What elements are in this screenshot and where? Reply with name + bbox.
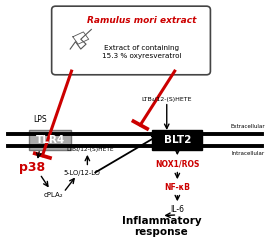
Text: BLT2: BLT2 [164, 135, 191, 145]
Text: cPLA₂: cPLA₂ [43, 192, 63, 198]
FancyBboxPatch shape [152, 130, 202, 150]
Text: NF-κB: NF-κB [164, 183, 190, 192]
Text: IL-6: IL-6 [170, 205, 184, 214]
Text: LPS: LPS [33, 115, 46, 124]
FancyBboxPatch shape [52, 6, 210, 75]
Text: LTB₄/12-(S)HETE: LTB₄/12-(S)HETE [141, 97, 192, 102]
Text: Intracellular: Intracellular [232, 151, 265, 156]
Text: Extracellular: Extracellular [230, 124, 265, 129]
FancyBboxPatch shape [29, 130, 72, 150]
Text: p38: p38 [19, 162, 45, 174]
Text: LTB₄/12-(S)HETE: LTB₄/12-(S)HETE [66, 147, 114, 152]
Text: TLR4: TLR4 [36, 135, 65, 145]
Text: NOX1/ROS: NOX1/ROS [155, 160, 200, 169]
Text: Extract of containing
15.3 % oxyresveratrol: Extract of containing 15.3 % oxyresverat… [102, 44, 181, 59]
Text: 5-LO/12-LO: 5-LO/12-LO [64, 170, 100, 176]
Text: Inflammatory
response: Inflammatory response [122, 216, 201, 238]
Text: Ramulus mori extract: Ramulus mori extract [87, 16, 196, 26]
